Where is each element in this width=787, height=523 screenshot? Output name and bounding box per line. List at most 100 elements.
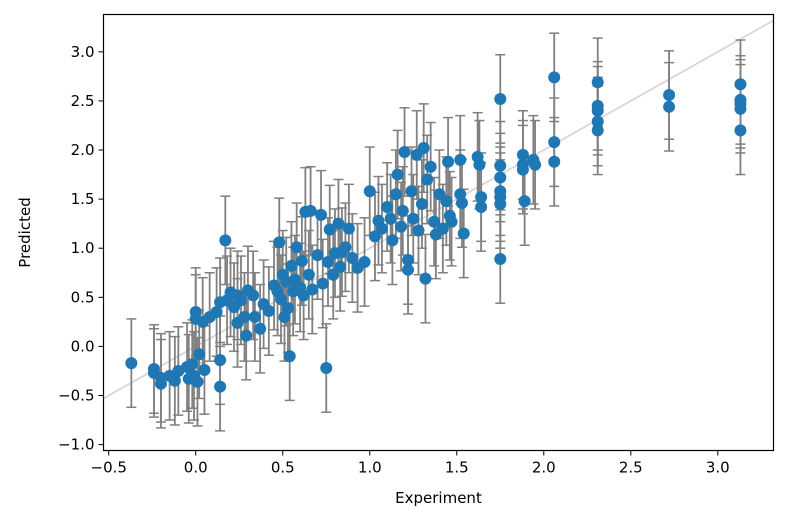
data-point xyxy=(518,195,531,208)
data-point xyxy=(454,153,467,166)
data-point xyxy=(238,310,251,323)
data-point xyxy=(198,363,211,376)
data-point xyxy=(494,92,507,105)
data-point xyxy=(428,215,441,228)
x-axis-label: Experiment xyxy=(395,489,482,507)
data-point xyxy=(302,268,315,281)
data-point xyxy=(342,222,355,235)
data-point xyxy=(304,204,317,217)
y-tick-label: 2.0 xyxy=(71,141,95,159)
data-point xyxy=(548,71,561,84)
data-point xyxy=(285,259,298,272)
data-point xyxy=(283,350,296,363)
data-point xyxy=(334,260,347,273)
data-point xyxy=(210,306,223,319)
data-point xyxy=(415,198,428,211)
data-point xyxy=(297,289,310,302)
data-point xyxy=(262,305,275,318)
y-tick-label: 0.0 xyxy=(71,337,95,355)
data-point xyxy=(591,76,604,89)
data-point xyxy=(186,358,199,371)
y-tick-label: 2.5 xyxy=(71,92,95,110)
x-tick-label: 1.0 xyxy=(358,459,382,477)
data-point xyxy=(381,200,394,213)
data-point xyxy=(295,254,308,267)
data-point xyxy=(391,168,404,181)
data-point xyxy=(548,136,561,149)
data-point xyxy=(734,102,747,115)
data-point xyxy=(494,198,507,211)
data-point xyxy=(734,124,747,137)
data-point xyxy=(290,241,303,254)
data-point xyxy=(402,263,415,276)
data-point xyxy=(168,374,181,387)
data-point xyxy=(273,236,286,249)
data-point xyxy=(412,224,425,237)
data-point xyxy=(529,158,542,171)
data-point xyxy=(419,272,432,285)
data-point xyxy=(457,227,470,240)
data-point xyxy=(193,348,206,361)
data-point xyxy=(214,354,227,367)
y-tick-label: −0.5 xyxy=(58,387,94,405)
data-point xyxy=(375,222,388,235)
x-tick-label: 2.5 xyxy=(619,459,643,477)
data-point xyxy=(475,191,488,204)
data-point xyxy=(281,302,294,315)
data-point xyxy=(240,329,253,342)
x-tick-label: 2.0 xyxy=(532,459,556,477)
data-point xyxy=(248,310,261,323)
y-tick-label: 3.0 xyxy=(71,43,95,61)
x-tick-label: −0.5 xyxy=(91,459,127,477)
data-point xyxy=(395,220,408,233)
data-point xyxy=(494,253,507,266)
data-point xyxy=(734,78,747,91)
data-point xyxy=(455,197,468,210)
data-point xyxy=(405,185,418,198)
data-point xyxy=(442,155,455,168)
x-tick-label: 0.0 xyxy=(184,459,208,477)
y-tick-label: −1.0 xyxy=(58,436,94,454)
data-point xyxy=(421,173,434,186)
data-point xyxy=(321,255,334,268)
data-point xyxy=(473,158,486,171)
data-point xyxy=(316,277,329,290)
data-point xyxy=(389,188,402,201)
data-point xyxy=(440,195,453,208)
data-point xyxy=(247,289,260,302)
data-point xyxy=(548,155,561,168)
y-tick-label: 0.5 xyxy=(71,288,95,306)
data-point xyxy=(327,268,340,281)
data-point xyxy=(363,185,376,198)
x-tick-label: 3.0 xyxy=(706,459,730,477)
data-point xyxy=(396,204,409,217)
data-point xyxy=(417,142,430,155)
data-point xyxy=(191,375,204,388)
data-point xyxy=(663,100,676,113)
data-point xyxy=(386,234,399,247)
axis-ticks: −0.5 0.0 0.5 1.0 1.5 2.0 2.5 3.0 −1.0 −0.5 0.0 0.5 1… xyxy=(58,43,730,477)
data-point xyxy=(475,200,488,213)
data-point xyxy=(275,293,288,306)
data-point xyxy=(494,159,507,172)
data-point xyxy=(154,377,167,390)
data-point xyxy=(384,212,397,225)
y-tick-label: 1.0 xyxy=(71,239,95,257)
data-point xyxy=(320,362,333,375)
y-axis-label: Predicted xyxy=(16,197,34,267)
data-point xyxy=(402,253,415,266)
y-tick-label: 1.5 xyxy=(71,190,95,208)
data-point xyxy=(315,208,328,221)
x-tick-label: 0.5 xyxy=(271,459,295,477)
data-point xyxy=(254,322,267,335)
data-point xyxy=(332,217,345,230)
data-point xyxy=(125,357,138,370)
data-point xyxy=(368,230,381,243)
data-point xyxy=(346,252,359,265)
data-point xyxy=(494,171,507,184)
data-point xyxy=(214,380,227,393)
data-point xyxy=(516,148,529,161)
data-point xyxy=(424,160,437,173)
data-point xyxy=(516,163,529,176)
